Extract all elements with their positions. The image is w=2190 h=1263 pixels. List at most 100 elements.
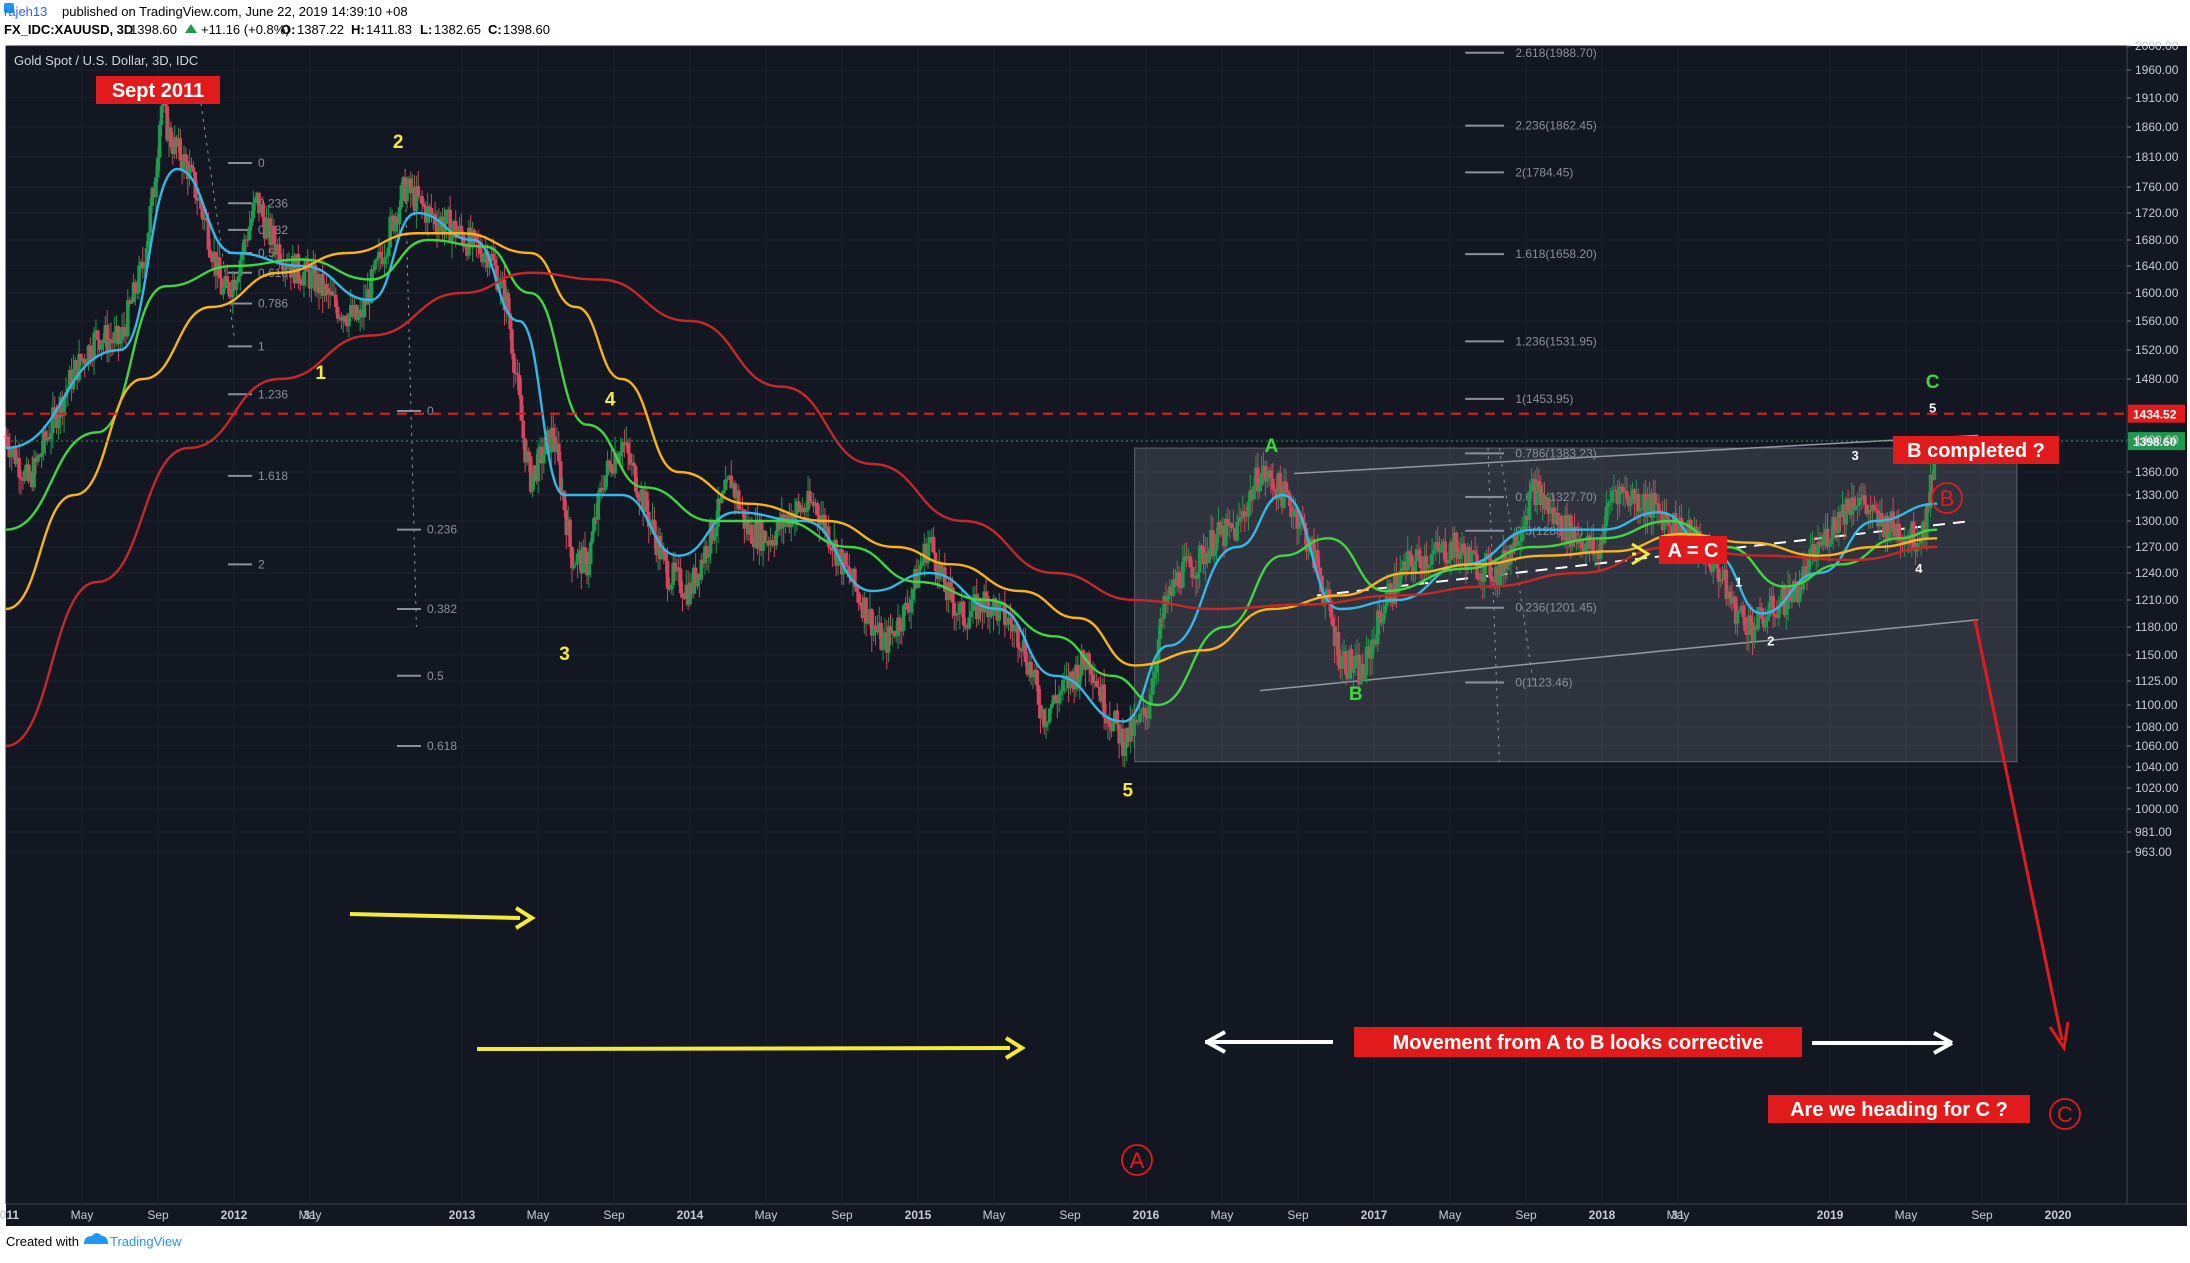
candle-body — [1866, 509, 1871, 514]
candle-body — [695, 573, 700, 587]
candle-body — [1285, 490, 1290, 494]
candle-body — [525, 451, 529, 463]
candle-body — [142, 265, 147, 269]
candle-body — [358, 309, 362, 317]
candle-body — [761, 530, 765, 551]
time-tick-label: May — [527, 1208, 550, 1222]
candle-body — [178, 138, 183, 161]
circled-c-circle — [2049, 1098, 2081, 1130]
candle-body — [712, 536, 717, 541]
price-tick-label: 1520.00 — [2135, 343, 2179, 357]
candle-body — [521, 420, 526, 439]
candle-body — [862, 597, 867, 619]
candle-body — [392, 215, 396, 232]
candle-body — [375, 258, 379, 261]
candle-body — [1910, 521, 1914, 545]
candle-body — [88, 345, 93, 359]
price-tick-label: 1180.00 — [2135, 620, 2178, 634]
candle-body — [611, 472, 615, 474]
candle-body — [1128, 718, 1133, 742]
candle-body — [1070, 671, 1075, 677]
candle-body — [899, 630, 904, 632]
candle-body — [1840, 504, 1845, 518]
candle-body — [1559, 515, 1564, 536]
candle-body — [665, 560, 670, 589]
candle-body — [1115, 710, 1120, 725]
time-tick-label: Sep — [831, 1208, 853, 1222]
fib-mid-label: 0.236 — [427, 523, 457, 537]
candle-body — [656, 536, 660, 556]
candle-body — [195, 197, 199, 201]
candle-body — [725, 478, 730, 480]
candle-body — [639, 489, 644, 502]
candle-body — [60, 396, 65, 416]
candle-body — [1385, 590, 1389, 606]
moving-average-line — [5, 232, 1938, 667]
candle-body — [928, 536, 932, 544]
wave-label: 1 — [1735, 575, 1742, 590]
candle-body — [785, 514, 790, 521]
candle-body — [39, 453, 44, 457]
candle-body — [1799, 586, 1804, 590]
candle-body — [1340, 655, 1344, 669]
candle-body — [1908, 535, 1912, 545]
candle-body — [1726, 591, 1730, 599]
candle-body — [791, 513, 795, 524]
candle-body — [1353, 655, 1358, 669]
candle-body — [285, 265, 289, 269]
candle-body — [34, 458, 38, 462]
candle-body — [1428, 564, 1433, 566]
candle-body — [1482, 558, 1487, 582]
candle-body — [1806, 555, 1811, 579]
candle-body — [1775, 616, 1779, 619]
candle-body — [1111, 719, 1116, 732]
price-tick-label: 1720.00 — [2135, 206, 2179, 220]
candle-body — [600, 487, 604, 491]
candle-body — [120, 327, 124, 340]
candle-body — [255, 192, 259, 198]
candle-body — [371, 269, 376, 271]
candle-body — [1655, 503, 1659, 505]
candle-body — [167, 127, 171, 141]
candle-body — [845, 565, 850, 568]
footer-brand[interactable]: TradingView — [110, 1234, 182, 1249]
candle-body — [929, 536, 934, 538]
fib-mid-label: 0.618 — [427, 739, 457, 753]
candle-body — [1763, 620, 1768, 628]
candle-body — [954, 613, 958, 616]
price-tick-label: 1060.00 — [2135, 739, 2179, 753]
candle-body — [1276, 472, 1281, 500]
moving-averages — [5, 167, 1938, 748]
trend-dashed-line — [1316, 520, 1972, 597]
candle-body — [292, 255, 297, 284]
candle-body — [596, 492, 600, 520]
candle-body — [1443, 541, 1448, 563]
candle-body — [1780, 587, 1785, 601]
candle-body — [416, 186, 421, 197]
candle-body — [1823, 528, 1828, 535]
header-user[interactable]: rajeh13 — [4, 4, 47, 19]
candle-body — [1803, 566, 1807, 568]
candle-body — [980, 610, 985, 613]
candle-body — [453, 221, 458, 238]
candle-body — [654, 534, 659, 556]
candle-body — [1582, 548, 1586, 554]
candle-body — [260, 204, 265, 218]
candle-body — [480, 253, 484, 263]
candle-body — [532, 465, 537, 475]
candle-body — [1651, 493, 1656, 518]
candle-body — [652, 519, 657, 535]
candle-body — [1844, 498, 1849, 525]
candle-body — [470, 230, 475, 245]
header-high-value: 1411.83 — [366, 22, 412, 37]
candle-body — [437, 222, 441, 232]
candle-body — [641, 489, 645, 512]
price-tick-label: 963.00 — [2135, 845, 2172, 859]
price-tick-label: 1600.00 — [2135, 286, 2179, 300]
candle-body — [1520, 530, 1524, 542]
candle-body — [1254, 467, 1258, 486]
candle-body — [309, 270, 314, 289]
candle-body — [1542, 496, 1547, 510]
candle-body — [476, 242, 481, 244]
